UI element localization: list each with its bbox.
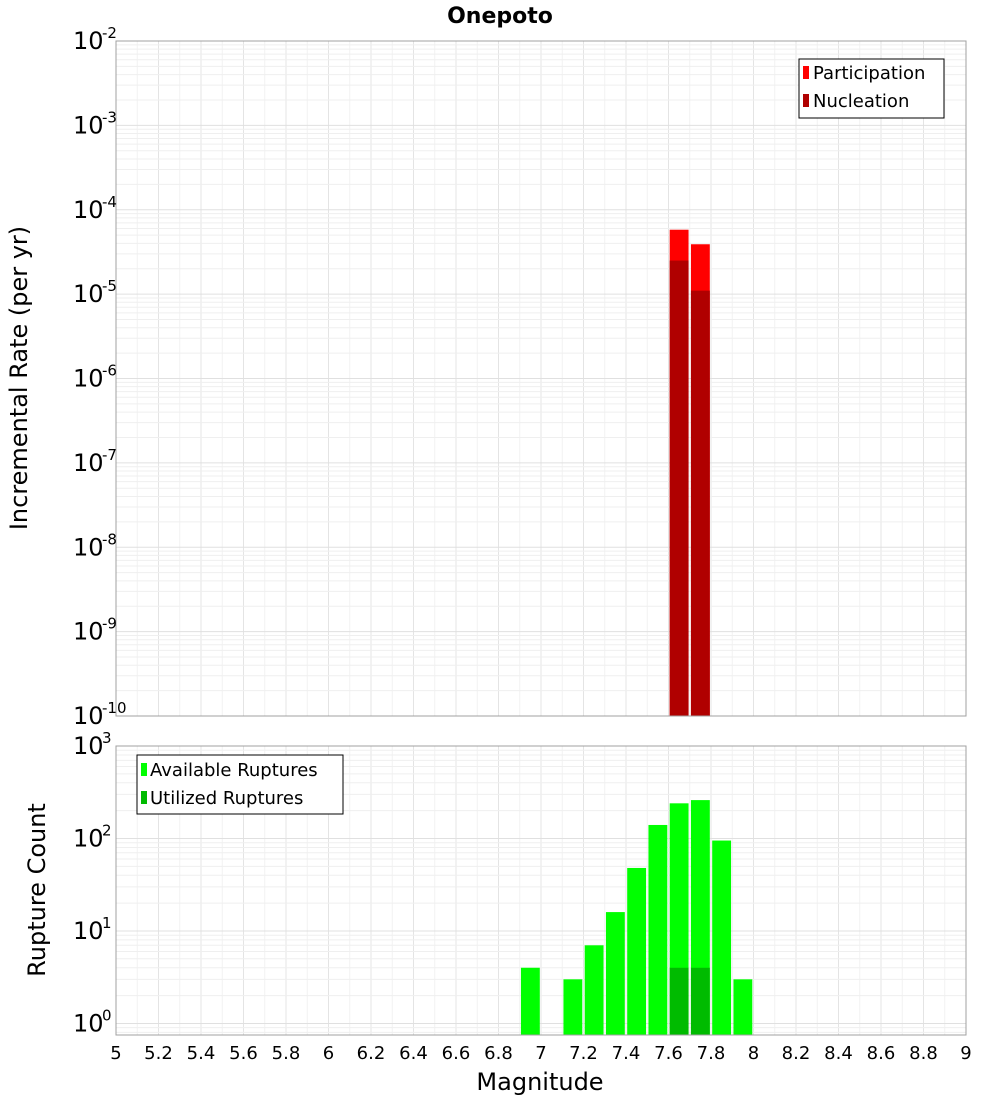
count-y-tick-base: 10: [73, 824, 104, 852]
x-tick-label: 5: [110, 1043, 121, 1064]
count-y-axis-label: Rupture Count: [23, 803, 51, 977]
x-tick-label: 6.2: [357, 1043, 386, 1064]
rate-y-tick-base: 10: [73, 27, 104, 55]
count-legend: Available Ruptures Utilized Ruptures: [136, 754, 344, 815]
count-bar-available-ruptures: [627, 867, 647, 1035]
x-tick-label: 5.6: [229, 1043, 258, 1064]
rate-legend: Participation Nucleation: [798, 58, 945, 119]
count-legend-box: [136, 754, 344, 815]
rate-y-ticks: 10-210-310-410-510-610-710-810-910-10: [73, 24, 127, 730]
legend-swatch-utilized: [141, 791, 147, 804]
rate-y-tick-exponent: -8: [102, 530, 117, 548]
x-tick-label: 7.8: [697, 1043, 726, 1064]
x-tick-label: 8.6: [867, 1043, 896, 1064]
x-ticks: 5 5.2 5.4 5.6 5.8 6 6.2 6.4 6.6 6.8 7 7.2 7.4 7.6 7.8 8…: [110, 1043, 971, 1064]
count-bar-utilized-ruptures: [690, 967, 710, 1035]
rate-bar-nucleation: [669, 260, 689, 716]
count-bar-utilized-ruptures: [669, 967, 689, 1035]
rate-bar-nucleation: [690, 290, 710, 716]
x-tick-label: 6.8: [484, 1043, 513, 1064]
x-tick-label: 5.8: [272, 1043, 301, 1064]
rate-y-tick-base: 10: [73, 702, 104, 730]
x-tick-label: 7.6: [654, 1043, 683, 1064]
rate-plot-border: [115, 40, 967, 717]
rate-y-tick-base: 10: [73, 196, 104, 224]
rate-y-tick-base: 10: [73, 365, 104, 393]
rate-bars: [669, 229, 710, 717]
x-tick-label: 6: [323, 1043, 334, 1064]
legend-swatch-nucleation: [803, 94, 809, 107]
legend-label-available: Available Ruptures: [150, 760, 318, 781]
rate-legend-box: [798, 58, 945, 119]
chart-title: Onepoto: [447, 4, 553, 29]
x-tick-label: 5.4: [187, 1043, 216, 1064]
x-tick-label: 7.4: [612, 1043, 641, 1064]
count-y-tick-base: 10: [73, 1009, 104, 1037]
count-bar-available-ruptures: [584, 945, 604, 1035]
rate-y-tick-exponent: -6: [102, 362, 117, 380]
count-bar-available-ruptures: [648, 824, 668, 1035]
legend-label-participation: Participation: [813, 63, 925, 84]
rate-y-tick-exponent: -2: [102, 24, 117, 42]
legend-label-nucleation: Nucleation: [813, 91, 909, 112]
x-tick-label: 7: [535, 1043, 546, 1064]
count-y-tick-base: 10: [73, 732, 104, 760]
x-tick-label: 5.2: [144, 1043, 173, 1064]
legend-swatch-participation: [803, 66, 809, 79]
count-plot-border: [115, 745, 967, 1036]
legend-swatch-available: [141, 763, 147, 776]
count-bar-available-ruptures: [605, 912, 625, 1035]
rate-y-tick-base: 10: [73, 533, 104, 561]
x-tick-label: 7.2: [569, 1043, 598, 1064]
x-tick-label: 6.6: [442, 1043, 471, 1064]
x-tick-label: 8.4: [824, 1043, 853, 1064]
legend-label-utilized: Utilized Ruptures: [150, 788, 303, 809]
rate-y-tick-exponent: -3: [102, 108, 117, 126]
count-bar-available-ruptures: [712, 840, 732, 1035]
x-tick-label: 8: [748, 1043, 759, 1064]
x-tick-label: 8.2: [782, 1043, 811, 1064]
rate-y-tick-exponent: -4: [102, 193, 117, 211]
count-y-tick-exponent: 0: [102, 1006, 112, 1024]
rate-y-axis-label: Incremental Rate (per yr): [5, 226, 33, 530]
rate-y-tick-exponent: -7: [102, 446, 117, 464]
count-y-tick-exponent: 3: [102, 729, 112, 747]
count-bars: [520, 800, 753, 1035]
rate-y-tick-exponent: -5: [102, 277, 117, 295]
rate-y-tick-base: 10: [73, 618, 104, 646]
count-y-tick-base: 10: [73, 917, 104, 945]
rate-y-tick-base: 10: [73, 280, 104, 308]
x-tick-label: 9: [960, 1043, 971, 1064]
x-tick-label: 6.4: [399, 1043, 428, 1064]
count-bar-available-ruptures: [733, 979, 753, 1035]
count-bar-available-ruptures: [520, 967, 540, 1035]
count-bar-available-ruptures: [563, 979, 583, 1035]
x-tick-label: 8.8: [909, 1043, 938, 1064]
count-y-tick-exponent: 1: [102, 914, 112, 932]
rate-panel: 10-210-310-410-510-610-710-810-910-10 In…: [5, 24, 967, 730]
x-axis-label: Magnitude: [476, 1068, 603, 1096]
rate-gridlines: [115, 40, 967, 717]
rate-y-tick-exponent: -10: [102, 699, 127, 717]
count-y-tick-exponent: 2: [102, 821, 112, 839]
rate-y-tick-exponent: -9: [102, 615, 117, 633]
rate-y-tick-base: 10: [73, 449, 104, 477]
rate-y-tick-base: 10: [73, 111, 104, 139]
